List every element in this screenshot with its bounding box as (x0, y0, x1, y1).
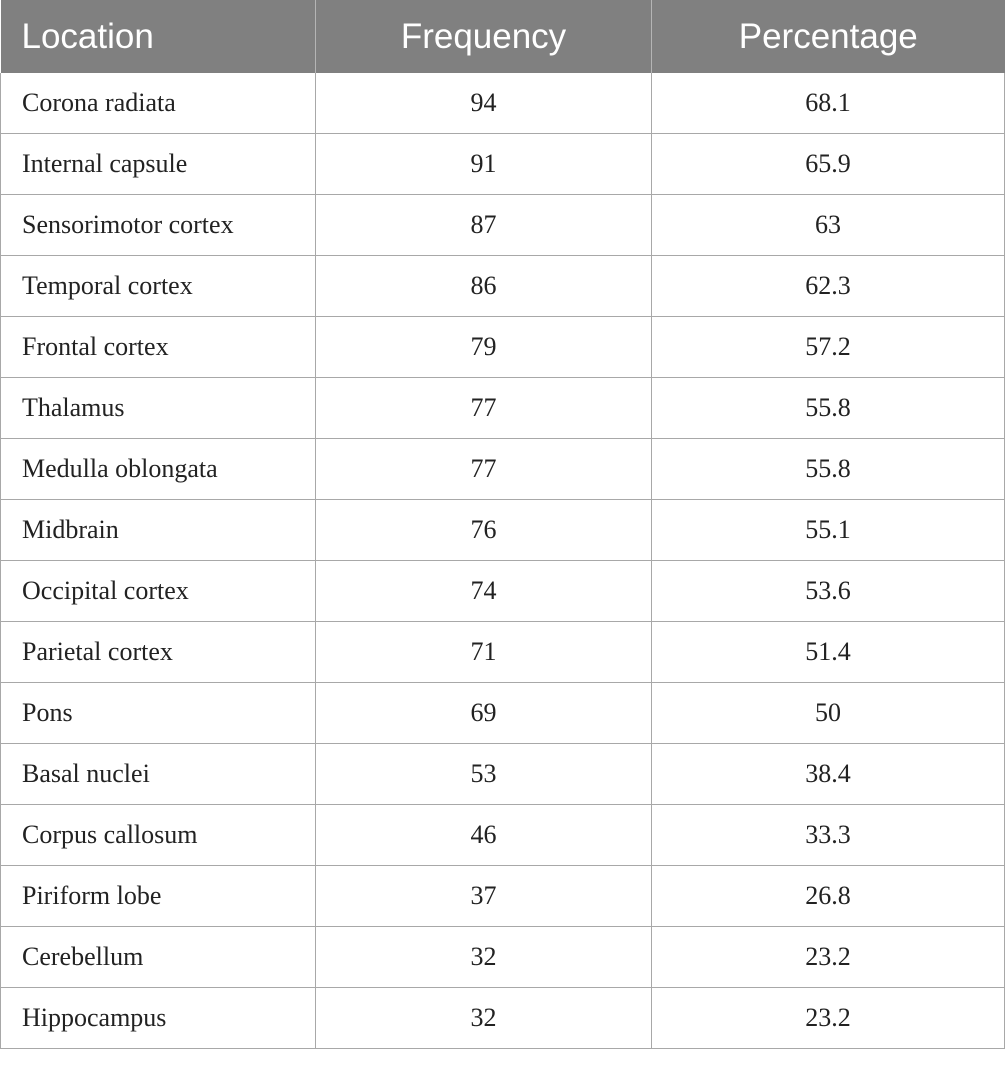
column-header-location: Location (0, 0, 316, 73)
percentage-cell: 55.8 (651, 438, 1005, 500)
table-row: Piriform lobe 37 26.8 (0, 865, 1005, 927)
location-cell: Hippocampus (0, 987, 316, 1049)
frequency-cell: 77 (315, 438, 652, 500)
percentage-cell: 23.2 (651, 987, 1005, 1049)
frequency-cell: 87 (315, 194, 652, 256)
location-cell: Cerebellum (0, 926, 316, 988)
percentage-cell: 23.2 (651, 926, 1005, 988)
percentage-cell: 68.1 (651, 73, 1005, 134)
table-header: Location Frequency Percentage (0, 0, 1005, 73)
location-cell: Medulla oblongata (0, 438, 316, 500)
percentage-cell: 55.1 (651, 499, 1005, 561)
frequency-cell: 94 (315, 73, 652, 134)
frequency-cell: 74 (315, 560, 652, 622)
percentage-cell: 53.6 (651, 560, 1005, 622)
table-row: Thalamus 77 55.8 (0, 377, 1005, 439)
table-row: Corpus callosum 46 33.3 (0, 804, 1005, 866)
location-cell: Thalamus (0, 377, 316, 439)
table-row: Parietal cortex 71 51.4 (0, 621, 1005, 683)
table-row: Cerebellum 32 23.2 (0, 926, 1005, 988)
frequency-cell: 32 (315, 987, 652, 1049)
table-row: Internal capsule 91 65.9 (0, 133, 1005, 195)
frequency-cell: 79 (315, 316, 652, 378)
table-row: Sensorimotor cortex 87 63 (0, 194, 1005, 256)
location-cell: Corona radiata (0, 73, 316, 134)
location-cell: Sensorimotor cortex (0, 194, 316, 256)
location-cell: Basal nuclei (0, 743, 316, 805)
location-cell: Internal capsule (0, 133, 316, 195)
location-cell: Piriform lobe (0, 865, 316, 927)
frequency-cell: 37 (315, 865, 652, 927)
percentage-cell: 62.3 (651, 255, 1005, 317)
location-cell: Frontal cortex (0, 316, 316, 378)
frequency-cell: 86 (315, 255, 652, 317)
table-row: Basal nuclei 53 38.4 (0, 743, 1005, 805)
frequency-cell: 76 (315, 499, 652, 561)
table-row: Occipital cortex 74 53.6 (0, 560, 1005, 622)
frequency-cell: 77 (315, 377, 652, 439)
table-row: Temporal cortex 86 62.3 (0, 255, 1005, 317)
header-row: Location Frequency Percentage (0, 0, 1005, 73)
frequency-cell: 71 (315, 621, 652, 683)
percentage-cell: 63 (651, 194, 1005, 256)
column-header-frequency: Frequency (315, 0, 652, 73)
table-body: Corona radiata 94 68.1 Internal capsule 91 65… (0, 73, 1005, 1049)
frequency-cell: 53 (315, 743, 652, 805)
location-cell: Temporal cortex (0, 255, 316, 317)
table-row: Corona radiata 94 68.1 (0, 73, 1005, 134)
location-cell: Occipital cortex (0, 560, 316, 622)
percentage-cell: 51.4 (651, 621, 1005, 683)
location-frequency-table: Location Frequency Percentage Corona rad… (0, 0, 1005, 1049)
table-row: Frontal cortex 79 57.2 (0, 316, 1005, 378)
percentage-cell: 38.4 (651, 743, 1005, 805)
percentage-cell: 33.3 (651, 804, 1005, 866)
location-cell: Midbrain (0, 499, 316, 561)
location-cell: Pons (0, 682, 316, 744)
frequency-cell: 91 (315, 133, 652, 195)
frequency-cell: 69 (315, 682, 652, 744)
location-cell: Parietal cortex (0, 621, 316, 683)
column-header-percentage: Percentage (651, 0, 1005, 73)
percentage-cell: 65.9 (651, 133, 1005, 195)
percentage-cell: 26.8 (651, 865, 1005, 927)
percentage-cell: 55.8 (651, 377, 1005, 439)
table-row: Pons 69 50 (0, 682, 1005, 744)
percentage-cell: 50 (651, 682, 1005, 744)
frequency-cell: 46 (315, 804, 652, 866)
percentage-cell: 57.2 (651, 316, 1005, 378)
table-row: Hippocampus 32 23.2 (0, 987, 1005, 1049)
location-cell: Corpus callosum (0, 804, 316, 866)
table-row: Medulla oblongata 77 55.8 (0, 438, 1005, 500)
frequency-cell: 32 (315, 926, 652, 988)
table-row: Midbrain 76 55.1 (0, 499, 1005, 561)
